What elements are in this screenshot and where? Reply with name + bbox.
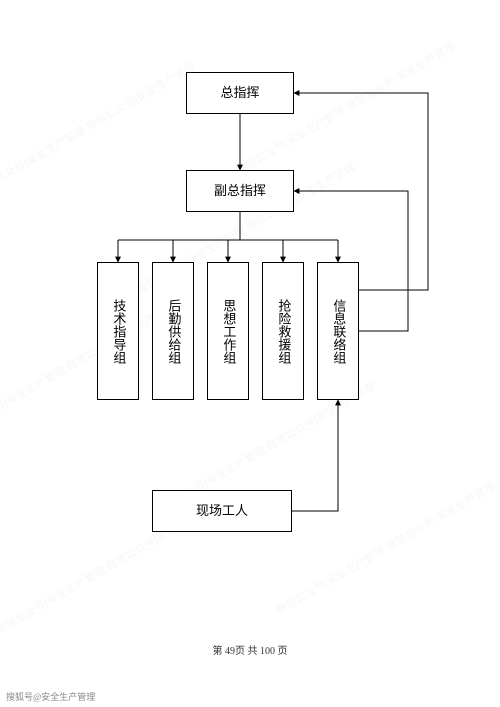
node-label: 副总指挥 bbox=[214, 181, 266, 202]
page-footer: 第 49页 共 100 页 bbox=[0, 642, 500, 657]
node-label: 后勤供给组 bbox=[163, 299, 184, 364]
attribution-text: 搜狐号@安全生产管理 bbox=[6, 692, 95, 702]
page-number: 第 49页 共 100 页 bbox=[213, 646, 288, 657]
node-label: 现场工人 bbox=[196, 501, 248, 522]
node-group-tech: 技术指导组 bbox=[97, 262, 139, 400]
source-attribution: 搜狐号@安全生产管理 bbox=[6, 690, 95, 703]
node-site-workers: 现场工人 bbox=[152, 490, 292, 532]
node-group-logistics: 后勤供给组 bbox=[152, 262, 194, 400]
node-label: 技术指导组 bbox=[108, 299, 129, 364]
node-label: 信息联络组 bbox=[328, 299, 349, 364]
watermark: 微信公众号|安全生产管理 微信公众号|安全生产管理 bbox=[0, 58, 198, 197]
node-label: 思想工作组 bbox=[218, 299, 239, 364]
node-top-commander: 总指挥 bbox=[186, 72, 294, 114]
node-group-info: 信息联络组 bbox=[317, 262, 359, 400]
node-deputy-commander: 副总指挥 bbox=[186, 170, 294, 212]
node-label: 总指挥 bbox=[220, 83, 259, 104]
node-group-ideology: 思想工作组 bbox=[207, 262, 249, 400]
node-group-rescue: 抢险救援组 bbox=[262, 262, 304, 400]
watermark: 微信公众号|安全生产管理 微信公众号|安全生产管理 bbox=[273, 478, 498, 617]
node-label: 抢险救援组 bbox=[273, 299, 294, 364]
